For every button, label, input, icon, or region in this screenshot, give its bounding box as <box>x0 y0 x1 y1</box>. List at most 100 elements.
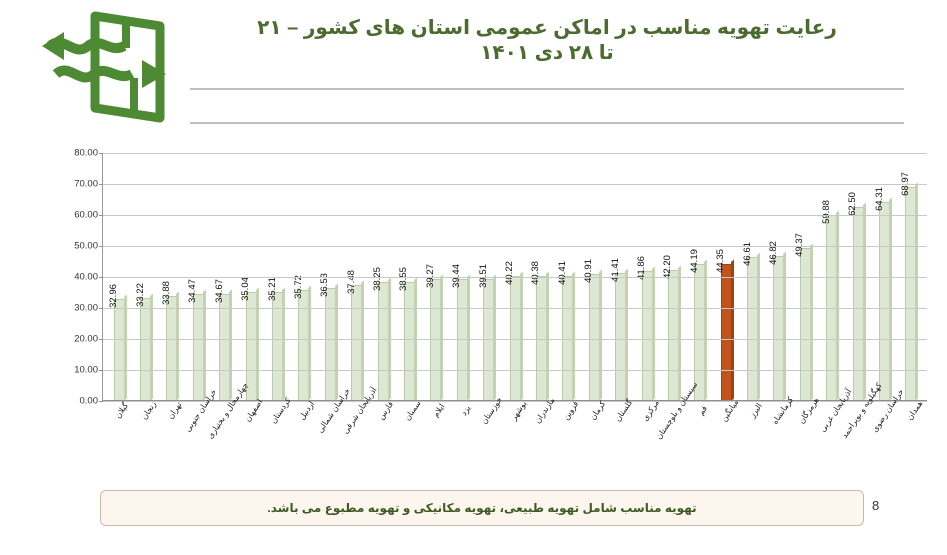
gridline <box>103 308 927 309</box>
bar-slot: 35.21 <box>264 153 290 401</box>
x-axis-category-label: سمنان <box>402 398 423 423</box>
bar: 35.04 <box>240 278 257 401</box>
y-axis-tick-label: 60.00 <box>74 209 98 221</box>
bar-slot: 41.86 <box>634 153 660 401</box>
bar: 46.82 <box>768 241 785 401</box>
bar-value-label: 40.38 <box>530 260 542 285</box>
x-label-slot: خراسان جنوبی <box>184 388 219 501</box>
y-axis-tick-label: 40.00 <box>74 271 98 283</box>
x-label-slot: همدان <box>898 399 924 501</box>
bar-slot: 38.25 <box>370 153 396 401</box>
bar-value-label: 34.47 <box>187 279 199 304</box>
bar: 62.50 <box>847 192 864 401</box>
bar-slot: 40.91 <box>581 153 607 401</box>
bar-value-label: 33.22 <box>134 283 146 307</box>
bar-slot: 46.82 <box>766 153 792 401</box>
bar-slot: 34.67 <box>212 153 238 401</box>
bar: 40.91 <box>583 259 600 401</box>
x-label-slot: البرز <box>739 402 765 501</box>
bar-slot: 40.38 <box>528 153 554 401</box>
x-label-slot: اردبیل <box>290 400 316 501</box>
bar-slot: 44.35 <box>713 153 739 401</box>
x-label-slot: خراسان رضوی <box>870 387 905 501</box>
x-axis-category-label: تهران <box>165 400 184 421</box>
x-label-slot: گلستان <box>607 398 634 501</box>
x-label-slot: مرکزی <box>633 398 660 501</box>
bar-slot: 39.27 <box>423 153 449 401</box>
x-label-slot: خراسان شمالی <box>315 387 351 501</box>
x-axis-category-label: بوشهر <box>508 399 528 422</box>
x-label-slot: کرمان <box>581 399 607 501</box>
x-label-slot: هرمزگان <box>792 396 821 501</box>
y-axis-tick-label: 70.00 <box>74 178 98 190</box>
x-label-slot: قم <box>686 404 712 501</box>
ventilation-airflow-icon <box>38 8 188 128</box>
bar-slot: 34.47 <box>185 153 211 401</box>
x-label-slot: آذربایجان غربی <box>818 387 853 501</box>
bar-value-label: 40.41 <box>556 260 568 285</box>
bar-chart: 32.96 33.22 33.88 34.47 34.67 35.04 35.21 35.72… <box>55 148 935 441</box>
bar-value-label: 38.25 <box>372 267 384 292</box>
bar: 40.41 <box>557 261 574 401</box>
x-axis-category-label: کرمان <box>587 399 608 422</box>
x-label-slot: گیلان <box>105 401 131 501</box>
bar-value-label: 35.72 <box>292 275 304 300</box>
bar-value-label: 44.35 <box>715 248 727 273</box>
bar-highlighted: 44.35 <box>715 249 732 401</box>
bar: 35.72 <box>293 275 310 401</box>
bar: 34.47 <box>187 279 204 401</box>
bar-slot: 49.37 <box>792 153 818 401</box>
x-axis-category-label: گیلان <box>113 401 131 421</box>
bar-slot: 37.48 <box>344 153 370 401</box>
bar-value-label: 62.50 <box>847 192 859 217</box>
bar-value-label: 42.20 <box>662 255 674 280</box>
footnote-box: تهویه مناسب شامل تهویه طبیعی، تهویه مکان… <box>100 490 864 526</box>
bar: 39.27 <box>425 264 442 401</box>
page-number: 8 <box>872 498 880 513</box>
y-axis-tick-label: 10.00 <box>74 364 98 376</box>
x-label-slot: سیستان و بلوچستان <box>654 380 699 501</box>
y-axis-tick-mark <box>99 153 103 154</box>
bar-value-label: 40.91 <box>583 259 595 284</box>
x-label-slot: یزد <box>448 403 474 501</box>
page-title: رعایت تهویه مناسب در اماکن عمومی استان ه… <box>257 17 837 64</box>
gridline <box>103 339 927 340</box>
gridline <box>103 370 927 371</box>
y-axis-tick-mark <box>99 401 103 402</box>
x-axis-category-label: قزوین <box>561 399 581 422</box>
y-axis-tick-label: 50.00 <box>74 240 98 252</box>
x-axis-category-label: همدان <box>904 399 925 422</box>
x-axis-category-label: مرکزی <box>640 398 661 423</box>
x-label-slot: کرمانشاه <box>766 395 795 501</box>
footnote-text: تهویه مناسب شامل تهویه طبیعی، تهویه مکان… <box>267 501 697 515</box>
x-label-slot: آذربایجان شرقی <box>341 386 379 501</box>
bar-slot: 68.97 <box>898 153 924 401</box>
bar-value-label: 40.22 <box>504 261 516 286</box>
gridline <box>103 215 927 216</box>
bar: 33.88 <box>161 281 178 401</box>
bar-value-label: 64.31 <box>873 186 885 211</box>
y-axis-tick-label: 30.00 <box>74 302 98 314</box>
y-axis-tick-mark <box>99 308 103 309</box>
x-axis-line <box>103 400 927 401</box>
x-label-slot: کهگیلویه و بویراحمد <box>840 381 884 501</box>
bar-value-label: 33.88 <box>160 281 172 305</box>
x-axis-category-label: یزد <box>458 403 473 418</box>
x-label-slot: خوزستان <box>475 395 504 501</box>
y-axis-tick-mark <box>99 246 103 247</box>
bar: 40.38 <box>530 261 547 401</box>
bar-slot: 41.41 <box>607 153 633 401</box>
x-label-slot: ایلام <box>422 402 448 501</box>
bar-slot: 36.53 <box>317 153 343 401</box>
x-axis-category-label: ایلام <box>431 402 447 419</box>
bar: 40.22 <box>504 261 521 401</box>
plot-area: 32.96 33.22 33.88 34.47 34.67 35.04 35.21 35.72… <box>74 148 927 407</box>
x-label-slot: میانگین <box>713 398 740 501</box>
x-axis-category-label: اردبیل <box>297 399 317 422</box>
x-axis-category-label: فارس <box>376 399 396 422</box>
header-divider-2 <box>190 122 904 124</box>
bar: 49.37 <box>794 233 811 401</box>
x-label-slot: مازندران <box>528 396 557 501</box>
bar-slot: 35.04 <box>238 153 264 401</box>
